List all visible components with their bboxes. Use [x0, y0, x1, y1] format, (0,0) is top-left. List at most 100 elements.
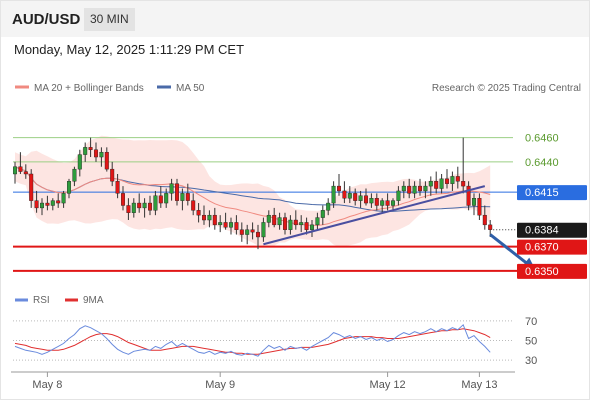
candle-down [445, 178, 450, 184]
price-levels [13, 137, 517, 272]
candle-up [347, 193, 352, 199]
candle-up [72, 168, 77, 182]
candle-down [407, 185, 412, 194]
candle-up [261, 222, 266, 238]
candle-up [369, 198, 374, 204]
candle-down [337, 185, 342, 192]
candle-up [142, 202, 147, 209]
candle-down [272, 214, 277, 226]
candle-up [131, 202, 136, 213]
candle-down [93, 149, 98, 158]
candle-up [299, 222, 304, 226]
candle-down [342, 190, 347, 199]
candle-down [115, 181, 120, 194]
candle-up [180, 193, 185, 201]
candle-up [277, 217, 282, 226]
rsi-grid: 70 50 30 [13, 316, 537, 367]
candle-down [201, 214, 206, 221]
candle-down [283, 217, 288, 230]
candle-up [450, 176, 455, 184]
rsi-tick-label: 50 [525, 336, 537, 348]
candle-up [61, 193, 66, 204]
time-axis: May 8 May 9 May 12 May 13 [11, 371, 515, 391]
candle-up [380, 200, 385, 206]
header-bar: AUD/USD 30 MIN [1, 1, 589, 37]
candle-down [304, 222, 309, 230]
candle-down [488, 224, 493, 230]
candle-up [12, 166, 17, 175]
candle-up [358, 195, 363, 201]
candle-down [110, 168, 115, 182]
moving-averages [14, 166, 491, 227]
candle-down [477, 198, 482, 216]
candle-down [250, 229, 255, 233]
candle-down [374, 198, 379, 206]
resistance-label: 0.6460 [525, 133, 559, 145]
bollinger-bands [15, 135, 491, 247]
candle-down [191, 200, 196, 211]
candle-up [153, 195, 158, 211]
candle-down [147, 202, 152, 211]
candle-up [218, 222, 223, 226]
rsi-ma-legend-label: 9MA [83, 295, 104, 306]
candle-down [104, 151, 109, 170]
candle-down [174, 183, 179, 201]
ma20-legend-label: MA 20 + Bollinger Bands [34, 83, 144, 94]
candle-up [315, 217, 320, 226]
candle-down [293, 219, 298, 226]
pivot-label: 0.6415 [525, 187, 559, 199]
candle-down [23, 171, 28, 175]
rsi-line [14, 323, 491, 357]
ma20-line [14, 166, 491, 227]
last-price-box [517, 222, 587, 238]
candle-down [45, 202, 50, 206]
candle-down [196, 210, 201, 216]
candle-down [461, 181, 466, 187]
candle-up [320, 210, 325, 218]
candle-up [245, 229, 250, 235]
candle-down [455, 176, 460, 182]
candle-up [66, 181, 71, 194]
candle-up [77, 154, 82, 170]
pivot-label-box [517, 185, 587, 201]
candle-down [212, 214, 217, 226]
timestamp: Monday, May 12, 2025 1:11:29 PM CET [14, 42, 245, 57]
candle-up [412, 185, 417, 194]
candle-up [428, 181, 433, 187]
candle-up [207, 214, 212, 221]
candle-down [434, 181, 439, 189]
candle-up [164, 193, 169, 204]
price-level-labels: 0.6460 0.6440 0.6415 0.6384 0.6370 0.6350 [517, 133, 587, 279]
last-price-label: 0.6384 [525, 225, 559, 237]
candle-down [29, 173, 34, 201]
candle-up [99, 151, 104, 158]
candle-down [18, 166, 23, 172]
time-tick-label: May 13 [461, 379, 497, 391]
candle-down [120, 193, 125, 206]
support-label: 0.6350 [525, 266, 559, 278]
candle-up [83, 147, 88, 155]
candle-up [288, 219, 293, 230]
rsi-legend-label: RSI [33, 295, 50, 306]
candlesticks [12, 137, 493, 250]
rsi-tick-label: 30 [525, 355, 537, 367]
ma50-legend-label: MA 50 [176, 83, 205, 94]
credit-text: Research © 2025 Trading Central [432, 83, 581, 94]
candle-down [385, 200, 390, 206]
candle-down [223, 222, 228, 228]
time-tick-label: May 9 [205, 379, 235, 391]
candle-down [239, 229, 244, 235]
candle-down [88, 147, 93, 150]
candle-down [34, 200, 39, 209]
candle-down [353, 193, 358, 201]
candle-down [185, 193, 190, 201]
symbol-title: AUD/USD [12, 11, 81, 28]
candle-down [158, 195, 163, 204]
candle-up [326, 202, 331, 211]
candle-up [169, 183, 174, 194]
candle-up [50, 200, 55, 206]
timeframe-badge[interactable]: 30 MIN [84, 8, 135, 31]
candle-up [266, 214, 271, 223]
candle-down [56, 200, 61, 204]
